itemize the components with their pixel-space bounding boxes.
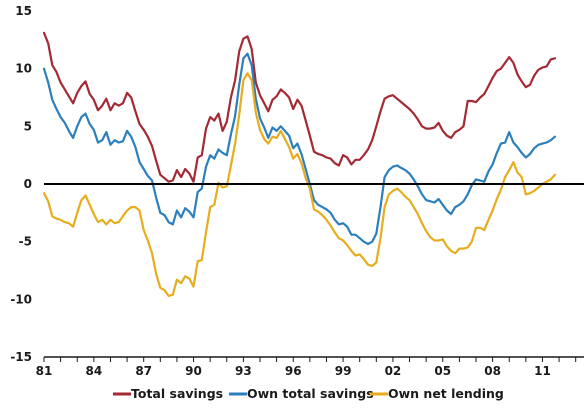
series-line-own-net-lending [42, 72, 556, 297]
y-tick-label: 10 [15, 62, 32, 76]
y-tick-label: 0 [24, 177, 32, 191]
legend: Total savings Own total savings Own net le… [113, 386, 504, 401]
legend-item: Own total savings [229, 386, 374, 401]
y-tick-label: 5 [24, 119, 32, 133]
x-tick-label: 84 [85, 364, 102, 378]
y-tick-label: -5 [19, 235, 32, 249]
series-line-total-savings [42, 31, 556, 183]
x-tick-label: 93 [235, 364, 252, 378]
legend-label: Own total savings [247, 386, 374, 401]
x-tick-label: 11 [534, 364, 551, 378]
x-tick-label: 90 [185, 364, 202, 378]
legend-label: Own net lending [388, 386, 504, 401]
legend-item: Total savings [113, 386, 223, 401]
x-tick-label: 05 [434, 364, 451, 378]
y-axis-tick-labels: -15 -10 -5 0 5 10 15 [10, 4, 32, 364]
x-tick-label: 02 [385, 364, 402, 378]
series-line-own-total-savings [42, 52, 556, 246]
x-tick-label: 99 [335, 364, 352, 378]
legend-label: Total savings [131, 386, 223, 401]
x-tick-label: 08 [484, 364, 501, 378]
series-lines [42, 31, 556, 297]
y-tick-label: -15 [10, 350, 32, 364]
x-tick-label: 87 [135, 364, 152, 378]
y-tick-label: -10 [10, 292, 32, 306]
x-axis: 81 84 87 90 93 96 99 02 05 08 11 [36, 356, 584, 378]
y-tick-label: 15 [15, 4, 32, 18]
x-tick-label: 81 [36, 364, 53, 378]
legend-item: Own net lending [370, 386, 504, 401]
x-tick-label: 96 [285, 364, 302, 378]
